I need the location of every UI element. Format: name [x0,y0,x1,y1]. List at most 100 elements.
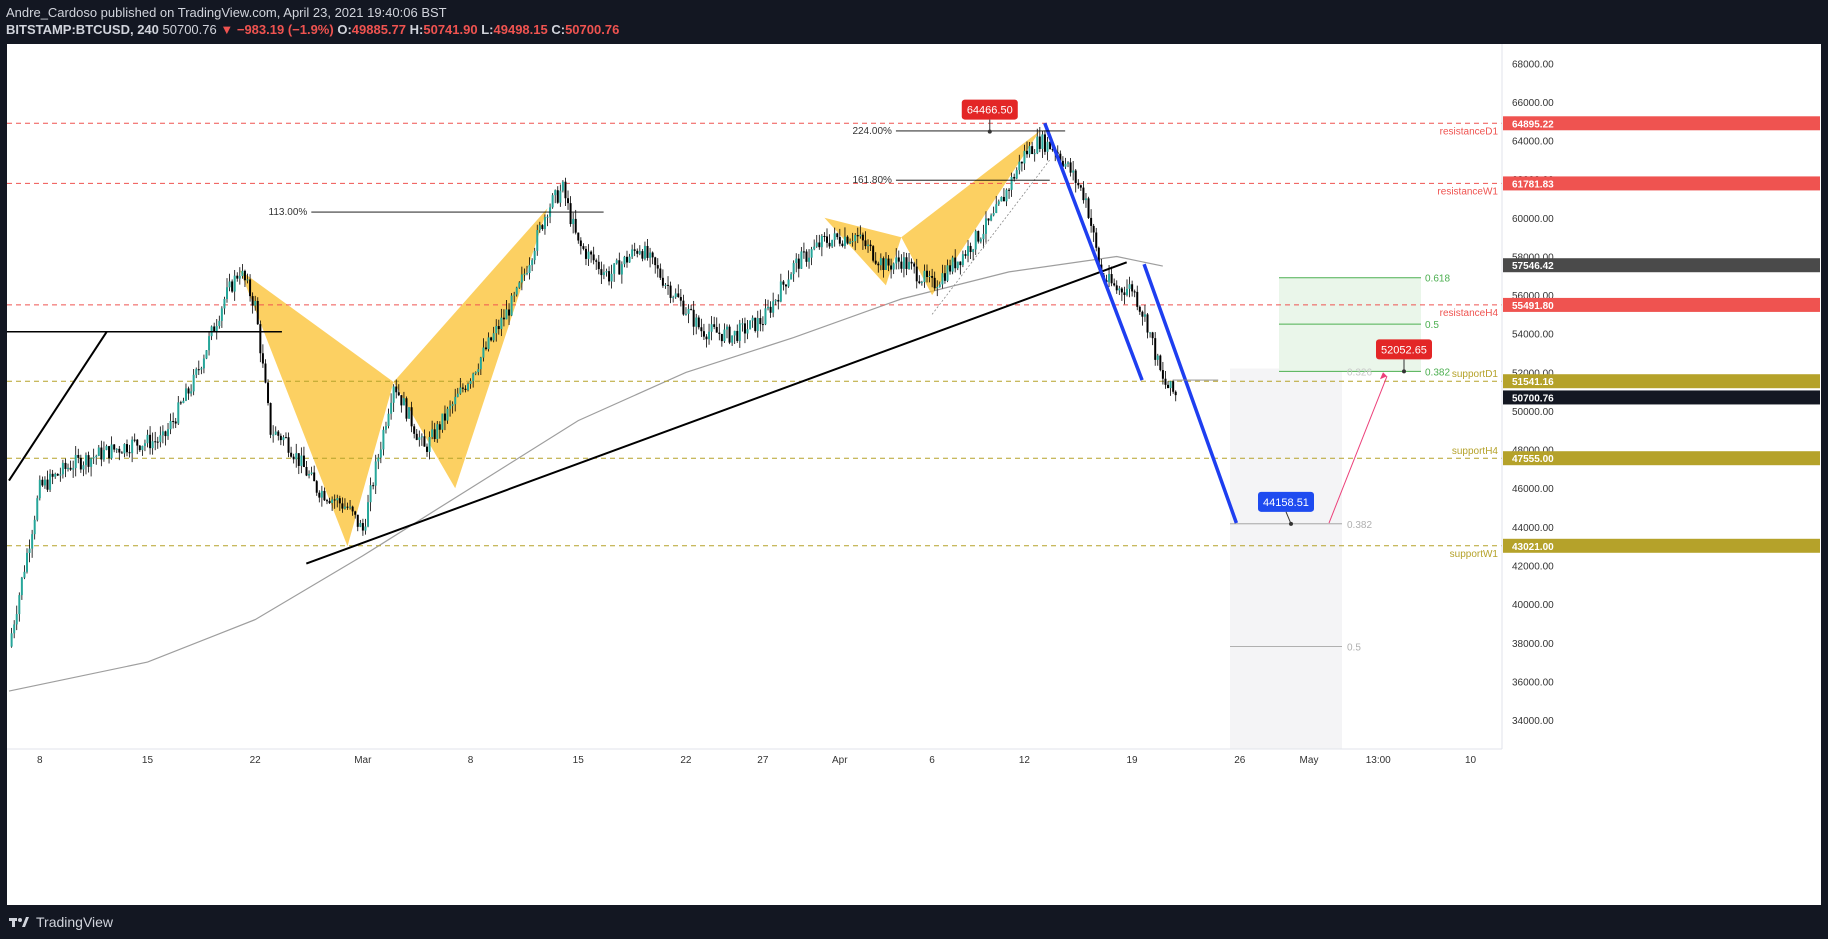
candle-up [808,257,811,262]
candle-up [469,380,472,384]
candle-down [1026,150,1028,155]
price-tag-label: 50700.76 [1512,393,1554,404]
candle-down [1049,141,1052,150]
candle-down [969,245,972,253]
candle-down [313,472,316,482]
candle-up [923,270,926,282]
candle-down [1164,378,1167,385]
candle-down [1092,225,1095,233]
candle-down [582,246,585,249]
candle-up [756,318,759,331]
candle-up [131,439,134,454]
candle-down [502,317,505,320]
candle-up [459,387,462,394]
candle-up [1005,189,1008,202]
level-label-resistanceD1: resistanceD1 [1440,126,1499,137]
candle-up [49,473,52,490]
candle-down [743,323,746,334]
price-change: ▼ −983.19 (−1.9%) [220,22,334,37]
candle-down [915,266,918,282]
candle-up [733,330,736,336]
candle-up [884,258,887,270]
candle-down [943,273,946,281]
candle-down [590,251,593,255]
candle-up [1015,170,1018,179]
candle-up [182,400,185,403]
candle-down [1069,162,1072,173]
candle-up [336,498,339,501]
candle-down [959,261,962,266]
candle-up [359,523,362,527]
candle-down [490,337,493,341]
candle-down [715,326,718,333]
price-tick-label: 42000.00 [1512,562,1554,573]
candle-up [982,233,985,240]
candle-down [269,403,272,435]
candle-down [397,392,400,396]
time-tick-label: 22 [250,755,262,766]
price-callout [1258,491,1314,512]
candle-up [1156,355,1159,360]
candle-down [1013,176,1016,179]
brand-label: TradingView [36,914,114,930]
candle-down [279,435,282,441]
open-label: O: [337,22,352,37]
level-price-tag-label: 47555.00 [1512,454,1554,465]
close-label: C: [551,22,566,37]
symbol-label[interactable]: BITSTAMP:BTCUSD, 240 [6,22,159,37]
candle-down [290,452,293,457]
candle-up [177,402,180,424]
candle-down [567,198,570,204]
candle-down [413,426,416,434]
candle-up [767,306,770,309]
candle-down [1097,247,1100,265]
candle-down [759,318,762,325]
candle-up [831,239,834,247]
price-tick-label: 34000.00 [1512,716,1554,727]
candle-down [697,317,700,328]
tradingview-brand[interactable]: TradingView [8,914,113,930]
candle-down [415,433,418,440]
candle-up [146,434,149,444]
candle-up [967,245,970,256]
candle-up [920,281,923,284]
tradingview-logo-icon [9,917,29,927]
candle-up [208,336,211,351]
candle-up [518,282,521,288]
callout-anchor [987,129,992,134]
candle-up [59,474,62,476]
candle-up [972,249,975,253]
candle-up [1033,153,1036,155]
trendline-feb [8,331,108,482]
candle-down [354,511,357,515]
candle-down [651,252,654,258]
candle-up [726,326,728,330]
candle-down [977,231,980,242]
candle-up [479,357,482,370]
candle-down [897,257,900,262]
candle-down [292,456,295,460]
candle-up [908,261,911,269]
candle-up [1084,198,1087,201]
candle-down [595,260,598,262]
candle-down [77,454,80,458]
candle-down [669,285,672,298]
price-chart[interactable]: resistanceD1 resistanceW1 resistanceH4 supp… [7,44,1821,905]
candle-down [315,481,318,493]
candle-up [854,235,857,242]
candle-down [797,258,800,269]
candle-up [879,258,882,266]
candle-up [74,454,77,469]
candle-up [810,249,813,258]
projection-zone [1230,368,1342,749]
candle-up [528,265,531,274]
candle-down [861,234,864,241]
candle-up [420,436,423,438]
candle-down [243,270,246,281]
candle-down [667,284,670,286]
candle-up [123,444,126,454]
candle-up [1018,161,1021,171]
candle-down [654,257,657,266]
candle-down [805,251,808,262]
candle-down [826,236,828,243]
